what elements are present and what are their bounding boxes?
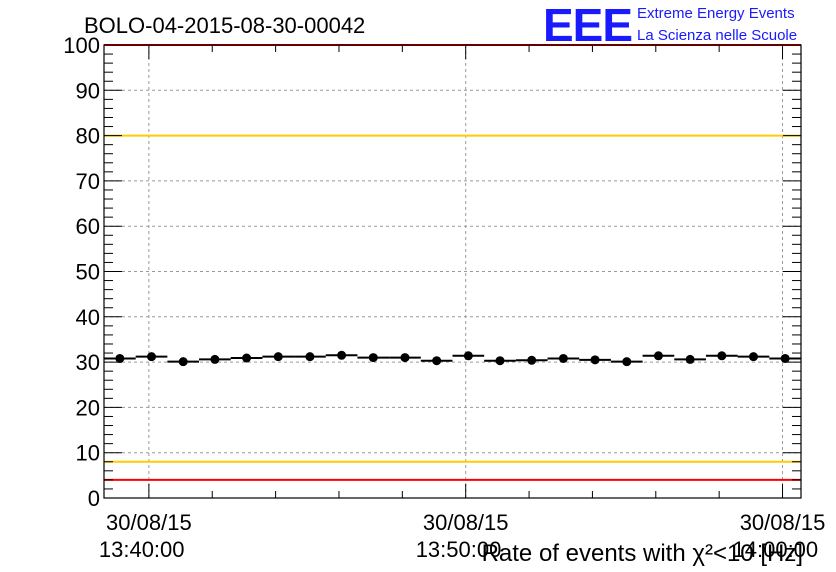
- y-tick-label: 60: [76, 214, 100, 239]
- reference-lines: [104, 44, 801, 481]
- x-axis: 30/08/1513:40:0030/08/1513:50:0030/08/15…: [99, 45, 825, 562]
- y-tick-label: 30: [76, 350, 100, 375]
- data-point: [558, 353, 568, 363]
- data-point: [147, 352, 157, 362]
- x-tick-time: 13:40:00: [99, 537, 185, 562]
- y-tick-label: 40: [76, 305, 100, 330]
- y-tick-label: 50: [76, 260, 100, 285]
- data-point: [178, 357, 188, 367]
- data-point: [368, 353, 378, 363]
- data-point: [527, 355, 537, 365]
- run-title: BOLO-04-2015-08-30-00042: [84, 13, 365, 38]
- grid-lines: [104, 45, 801, 498]
- x-tick-date: 30/08/15: [740, 510, 826, 535]
- data-point: [653, 351, 663, 361]
- y-tick-label: 20: [76, 395, 100, 420]
- data-series: [104, 350, 801, 367]
- data-point: [780, 353, 790, 363]
- x-axis-title: Rate of events with χ²<10 [Hz]: [482, 540, 803, 567]
- data-point: [463, 351, 473, 361]
- logo-mark: EEE: [543, 0, 632, 51]
- data-point: [685, 354, 695, 364]
- data-point: [495, 356, 505, 366]
- y-tick-label: 90: [76, 78, 100, 103]
- y-tick-label: 70: [76, 169, 100, 194]
- data-point: [305, 352, 315, 362]
- data-point: [400, 353, 410, 363]
- data-point: [432, 356, 442, 366]
- data-point: [590, 355, 600, 365]
- y-tick-label: 100: [63, 33, 100, 58]
- x-tick-date: 30/08/15: [423, 510, 509, 535]
- logo-line-2: La Scienza nelle Scuole: [637, 27, 797, 44]
- data-point: [717, 351, 727, 361]
- x-tick-date: 30/08/15: [106, 510, 192, 535]
- y-tick-label: 0: [88, 486, 100, 511]
- y-axis: 0 10 20 30 40 50 60 70 80 90 100: [63, 33, 801, 511]
- data-point: [210, 354, 220, 364]
- logo-line-1: Extreme Energy Events: [637, 5, 795, 22]
- y-tick-label: 80: [76, 124, 100, 149]
- x-tick-time: 13:50:00: [416, 537, 502, 562]
- data-point: [273, 352, 283, 362]
- data-point: [748, 352, 758, 362]
- x-tick-time: 14:00:00: [733, 537, 819, 562]
- data-point: [115, 353, 125, 363]
- y-tick-label: 10: [76, 441, 100, 466]
- eee-logo: EEE Extreme Energy Events La Scienza nel…: [543, 0, 797, 51]
- data-point: [242, 353, 252, 363]
- data-point: [337, 350, 347, 360]
- data-point: [622, 357, 632, 367]
